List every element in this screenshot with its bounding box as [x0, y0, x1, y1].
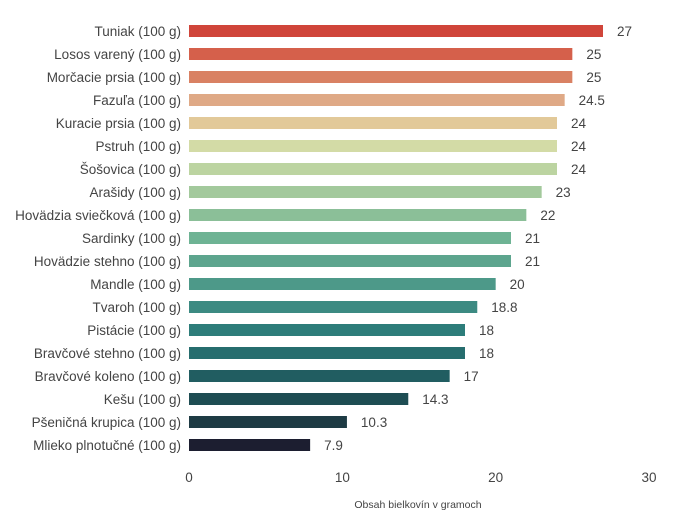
category-label: Mlieko plnotučné (100 g): [33, 438, 181, 453]
x-tick-label: 20: [488, 470, 503, 485]
category-label: Šošovica (100 g): [80, 162, 181, 177]
bar: [189, 71, 573, 83]
value-label: 20: [510, 277, 525, 292]
value-label: 18.8: [491, 300, 517, 315]
category-label: Hovädzie stehno (100 g): [34, 254, 181, 269]
bar: [189, 25, 603, 37]
bar: [189, 370, 450, 382]
value-label: 21: [525, 254, 540, 269]
bar: [189, 301, 478, 313]
bar: [189, 94, 565, 106]
value-label: 27: [617, 24, 632, 39]
value-label: 7.9: [324, 438, 343, 453]
bar: [189, 255, 511, 267]
value-label: 24: [571, 116, 587, 131]
value-label: 14.3: [422, 392, 448, 407]
bar: [189, 117, 557, 129]
category-label: Mandle (100 g): [90, 277, 181, 292]
bar: [189, 278, 496, 290]
bar: [189, 439, 311, 451]
category-label: Losos varený (100 g): [54, 47, 181, 62]
category-label: Fazuľa (100 g): [93, 93, 181, 108]
category-label: Bravčové stehno (100 g): [34, 346, 181, 361]
bar: [189, 163, 557, 175]
x-axis-title: Obsah bielkovín v gramoch: [354, 499, 481, 511]
bar: [189, 347, 465, 359]
value-label: 25: [586, 47, 601, 62]
bar: [189, 209, 527, 221]
category-label: Tvaroh (100 g): [92, 300, 181, 315]
x-axis-ticks-group: 0 10 20 30: [185, 470, 656, 485]
category-label: Kešu (100 g): [104, 392, 181, 407]
value-label: 24: [571, 139, 587, 154]
category-label: Pšeničná krupica (100 g): [32, 415, 181, 430]
category-label: Hovädzia sviečková (100 g): [15, 208, 181, 223]
category-label: Bravčové koleno (100 g): [35, 369, 181, 384]
value-label: 21: [525, 231, 540, 246]
value-label: 18: [479, 346, 494, 361]
bar: [189, 232, 511, 244]
bars-group: [189, 25, 603, 451]
x-tick-label: 30: [641, 470, 656, 485]
value-label: 23: [556, 185, 571, 200]
category-label: Sardinky (100 g): [82, 231, 181, 246]
category-label: Pistácie (100 g): [87, 323, 181, 338]
x-tick-label: 0: [185, 470, 193, 485]
bar: [189, 393, 409, 405]
value-label: 10.3: [361, 415, 387, 430]
value-label: 17: [464, 369, 479, 384]
category-label: Arašidy (100 g): [89, 185, 181, 200]
category-label: Pstruh (100 g): [95, 139, 181, 154]
category-label: Morčacie prsia (100 g): [47, 70, 181, 85]
bar: [189, 140, 557, 152]
category-labels-group: Tuniak (100 g) Losos varený (100 g) Morčac…: [15, 24, 181, 453]
value-label: 22: [540, 208, 555, 223]
x-tick-label: 10: [335, 470, 350, 485]
value-label: 24: [571, 162, 587, 177]
value-label: 24.5: [579, 93, 605, 108]
bar: [189, 48, 573, 60]
bar: [189, 416, 347, 428]
bar: [189, 324, 465, 336]
value-label: 18: [479, 323, 494, 338]
category-label: Tuniak (100 g): [94, 24, 181, 39]
value-label: 25: [586, 70, 601, 85]
bar: [189, 186, 542, 198]
category-label: Kuracie prsia (100 g): [56, 116, 181, 131]
value-labels-group: 27252524.5242424232221212018.818181714.3…: [324, 24, 632, 453]
